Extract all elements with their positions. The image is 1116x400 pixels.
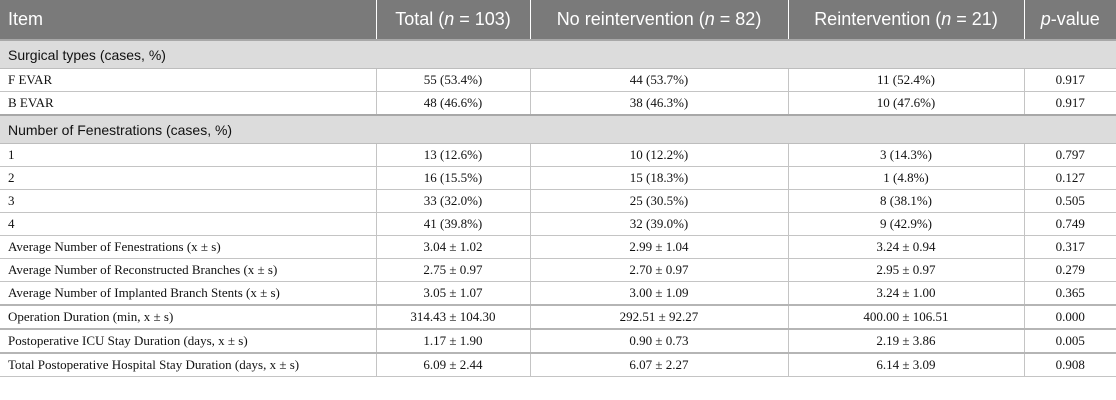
cell-p-value: 0.917	[1023, 68, 1116, 92]
cell-p-value: 0.365	[1023, 281, 1116, 306]
cell-reintervention: 1 (4.8%)	[787, 166, 1025, 190]
cell-no-reintervention: 2.70 ± 0.97	[529, 258, 789, 282]
cell-reintervention: 11 (52.4%)	[787, 68, 1025, 92]
table-row: 4 41 (39.8%) 32 (39.0%) 9 (42.9%) 0.749	[0, 212, 1116, 236]
cell-reintervention: 9 (42.9%)	[787, 212, 1025, 236]
cell-total: 13 (12.6%)	[375, 143, 531, 167]
cell-no-reintervention: 25 (30.5%)	[529, 189, 789, 213]
row-label: F EVAR	[0, 68, 377, 92]
cell-total: 2.75 ± 0.97	[375, 258, 531, 282]
table-row: 3 33 (32.0%) 25 (30.5%) 8 (38.1%) 0.505	[0, 189, 1116, 213]
cell-no-reintervention: 292.51 ± 92.27	[529, 304, 789, 330]
cell-total: 3.04 ± 1.02	[375, 235, 531, 259]
row-label: Operation Duration (min, x ± s)	[0, 304, 377, 330]
cell-total: 55 (53.4%)	[375, 68, 531, 92]
row-label: Average Number of Reconstructed Branches…	[0, 258, 377, 282]
section-label: Number of Fenestrations (cases, %)	[0, 114, 1116, 144]
cell-no-reintervention: 6.07 ± 2.27	[529, 352, 789, 377]
header-reintervention: Reintervention (n = 21)	[788, 0, 1025, 40]
cell-no-reintervention: 32 (39.0%)	[529, 212, 789, 236]
row-label: Postoperative ICU Stay Duration (days, x…	[0, 328, 377, 354]
cell-p-value: 0.797	[1023, 143, 1116, 167]
cell-p-value: 0.005	[1023, 328, 1116, 354]
cell-p-value: 0.127	[1023, 166, 1116, 190]
table-row: B EVAR 48 (46.6%) 38 (46.3%) 10 (47.6%) …	[0, 91, 1116, 116]
row-label: B EVAR	[0, 91, 377, 116]
header-total: Total (n = 103)	[376, 0, 531, 40]
section-row-surgical-types: Surgical types (cases, %)	[0, 39, 1116, 69]
cell-reintervention: 3.24 ± 1.00	[787, 281, 1025, 306]
row-label: 4	[0, 212, 377, 236]
cell-no-reintervention: 38 (46.3%)	[529, 91, 789, 116]
header-item: Item	[0, 0, 377, 40]
cell-reintervention: 2.95 ± 0.97	[787, 258, 1025, 282]
header-row: Item Total (n = 103) No reintervention (…	[0, 0, 1116, 40]
cell-total: 48 (46.6%)	[375, 91, 531, 116]
table-row: Total Postoperative Hospital Stay Durati…	[0, 352, 1116, 377]
cell-reintervention: 6.14 ± 3.09	[787, 352, 1025, 377]
cell-total: 314.43 ± 104.30	[375, 304, 531, 330]
table-row: Operation Duration (min, x ± s) 314.43 ±…	[0, 304, 1116, 330]
table-row: F EVAR 55 (53.4%) 44 (53.7%) 11 (52.4%) …	[0, 68, 1116, 92]
cell-total: 41 (39.8%)	[375, 212, 531, 236]
cell-no-reintervention: 10 (12.2%)	[529, 143, 789, 167]
cell-no-reintervention: 44 (53.7%)	[529, 68, 789, 92]
cell-p-value: 0.000	[1023, 304, 1116, 330]
cell-reintervention: 2.19 ± 3.86	[787, 328, 1025, 354]
cell-total: 3.05 ± 1.07	[375, 281, 531, 306]
results-table: Item Total (n = 103) No reintervention (…	[0, 0, 1116, 377]
cell-no-reintervention: 15 (18.3%)	[529, 166, 789, 190]
cell-p-value: 0.317	[1023, 235, 1116, 259]
cell-p-value: 0.279	[1023, 258, 1116, 282]
row-label: Average Number of Implanted Branch Stent…	[0, 281, 377, 306]
table-row: Average Number of Implanted Branch Stent…	[0, 281, 1116, 306]
section-label: Surgical types (cases, %)	[0, 39, 1116, 69]
row-label: 3	[0, 189, 377, 213]
row-label: Total Postoperative Hospital Stay Durati…	[0, 352, 377, 377]
table-row: Average Number of Fenestrations (x ± s) …	[0, 235, 1116, 259]
cell-reintervention: 3 (14.3%)	[787, 143, 1025, 167]
cell-p-value: 0.749	[1023, 212, 1116, 236]
cell-p-value: 0.908	[1023, 352, 1116, 377]
cell-reintervention: 400.00 ± 106.51	[787, 304, 1025, 330]
table-row: 1 13 (12.6%) 10 (12.2%) 3 (14.3%) 0.797	[0, 143, 1116, 167]
section-row-fenestrations: Number of Fenestrations (cases, %)	[0, 114, 1116, 144]
row-label: 1	[0, 143, 377, 167]
cell-reintervention: 8 (38.1%)	[787, 189, 1025, 213]
cell-reintervention: 3.24 ± 0.94	[787, 235, 1025, 259]
row-label: 2	[0, 166, 377, 190]
cell-p-value: 0.917	[1023, 91, 1116, 116]
cell-no-reintervention: 0.90 ± 0.73	[529, 328, 789, 354]
table-row: Postoperative ICU Stay Duration (days, x…	[0, 328, 1116, 354]
cell-reintervention: 10 (47.6%)	[787, 91, 1025, 116]
cell-p-value: 0.505	[1023, 189, 1116, 213]
cell-total: 33 (32.0%)	[375, 189, 531, 213]
cell-total: 16 (15.5%)	[375, 166, 531, 190]
header-no-reintervention: No reintervention (n = 82)	[530, 0, 789, 40]
cell-total: 6.09 ± 2.44	[375, 352, 531, 377]
cell-no-reintervention: 2.99 ± 1.04	[529, 235, 789, 259]
row-label: Average Number of Fenestrations (x ± s)	[0, 235, 377, 259]
table-row: 2 16 (15.5%) 15 (18.3%) 1 (4.8%) 0.127	[0, 166, 1116, 190]
table-row: Average Number of Reconstructed Branches…	[0, 258, 1116, 282]
cell-no-reintervention: 3.00 ± 1.09	[529, 281, 789, 306]
cell-total: 1.17 ± 1.90	[375, 328, 531, 354]
header-p-value: p-value	[1024, 0, 1116, 40]
